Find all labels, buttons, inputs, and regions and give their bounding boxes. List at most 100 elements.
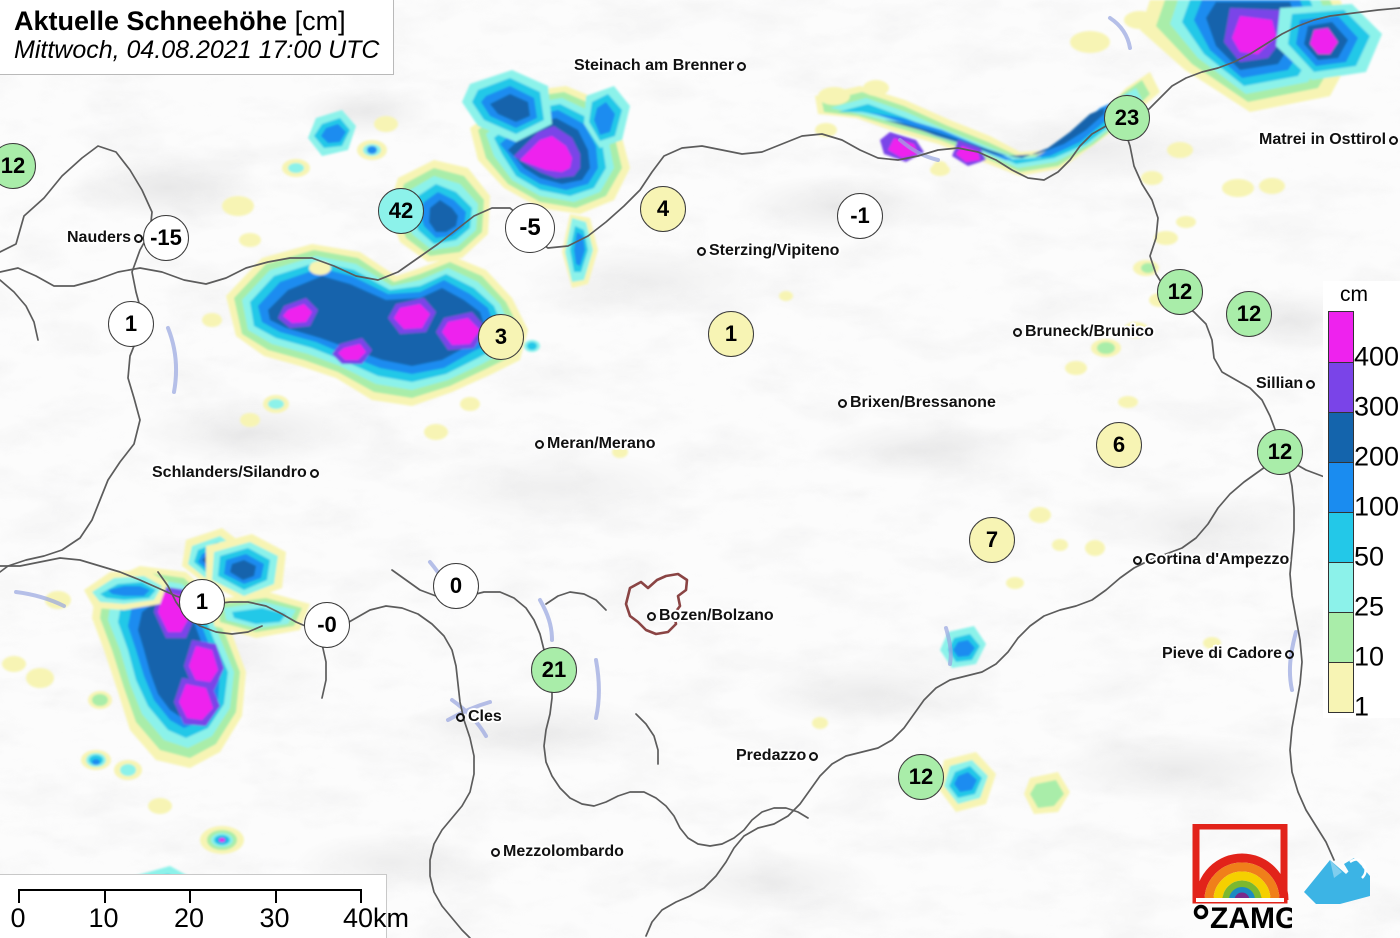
- city-marker-icon: [491, 847, 500, 857]
- station-value: 6: [1112, 432, 1126, 457]
- station-marker[interactable]: -15: [143, 215, 189, 261]
- colorbar-band: [1329, 562, 1353, 612]
- station-marker[interactable]: -1: [837, 193, 883, 239]
- colorbar-tick-label: 400: [1354, 341, 1400, 372]
- station-value: -1: [850, 203, 870, 228]
- station-value: 12: [908, 764, 934, 789]
- city-label: Cles: [456, 708, 502, 726]
- station-marker[interactable]: 4: [640, 186, 686, 232]
- city-name: Bozen/Bolzano: [659, 607, 774, 624]
- city-label: Mezzolombardo: [491, 843, 624, 861]
- station-value: 12: [1236, 301, 1262, 326]
- city-name: Cortina d'Ampezzo: [1145, 551, 1290, 568]
- station-value: 4: [656, 196, 670, 221]
- colorbar-band: [1329, 512, 1353, 562]
- station-marker[interactable]: 3: [478, 314, 524, 360]
- colorbar-legend: cm 400 300 200 100 50 25 10 1: [1323, 281, 1400, 722]
- scale-bar-label: 10: [88, 903, 119, 933]
- city-name: Nauders: [67, 229, 132, 246]
- city-marker-icon: [1389, 135, 1399, 145]
- scale-bar-label: 30: [259, 903, 290, 933]
- city-marker-icon: [647, 611, 656, 621]
- city-label: Schlanders/Silandro: [152, 464, 319, 482]
- station-marker[interactable]: -5: [505, 203, 555, 253]
- scale-bar-label: 0: [10, 903, 26, 933]
- station-marker[interactable]: 1: [708, 311, 754, 357]
- city-label: Cortina d'Ampezzo: [1133, 551, 1289, 569]
- colorbar-band: [1329, 312, 1353, 362]
- scale-bar-tick: [189, 889, 191, 903]
- geosphere-arrow-logo: [1300, 848, 1376, 910]
- city-name: Cles: [468, 708, 502, 725]
- city-label: Pieve di Cadore: [1162, 645, 1295, 663]
- station-value: 1: [124, 311, 138, 336]
- station-marker[interactable]: 12: [0, 143, 36, 189]
- station-value: 0: [449, 573, 463, 598]
- city-label: Sillian: [1256, 375, 1316, 393]
- city-marker-icon: [1306, 379, 1316, 389]
- station-marker[interactable]: 1: [179, 579, 225, 625]
- city-label: Brixen/Bressanone: [838, 394, 996, 412]
- scale-bar-tick: [360, 889, 362, 903]
- colorbar-tick-label: 50: [1354, 541, 1385, 572]
- colorbar-band: [1329, 612, 1353, 662]
- station-marker[interactable]: 7: [969, 517, 1015, 563]
- station-marker[interactable]: 23: [1104, 95, 1150, 141]
- city-name: Sterzing/Vipiteno: [709, 242, 840, 259]
- station-marker[interactable]: 12: [1157, 269, 1203, 315]
- station-marker[interactable]: -0: [304, 602, 350, 648]
- city-label: Matrei in Osttirol: [1259, 131, 1399, 149]
- city-marker-icon: [1133, 555, 1142, 565]
- station-value: 42: [388, 198, 414, 223]
- station-marker[interactable]: 6: [1096, 422, 1142, 468]
- colorbar-band: [1329, 362, 1353, 412]
- city-label: Nauders: [67, 229, 144, 247]
- city-marker-icon: [309, 468, 319, 478]
- title-box: Aktuelle Schneehöhe [cm] Mittwoch, 04.08…: [0, 0, 395, 75]
- svg-text:ZAMG: ZAMG: [1210, 902, 1292, 932]
- station-marker[interactable]: 12: [898, 754, 944, 800]
- city-marker-icon: [838, 398, 847, 408]
- station-marker[interactable]: 12: [1257, 429, 1303, 475]
- city-name: Pieve di Cadore: [1162, 645, 1283, 662]
- station-value: 3: [494, 324, 508, 349]
- zamg-logo: ZAMG: [1192, 822, 1298, 935]
- scale-bar: 0 10 20 30 40km: [0, 874, 409, 938]
- colorbar-tick-label: 200: [1354, 441, 1400, 472]
- station-marker[interactable]: 42: [378, 188, 424, 234]
- city-marker-icon: [1285, 649, 1295, 659]
- page-title: Aktuelle Schneehöhe [cm]: [14, 6, 379, 36]
- colorbar-unit-label: cm: [1340, 283, 1368, 306]
- scale-bar-label: 40km: [342, 903, 410, 933]
- city-marker-icon: [456, 712, 465, 722]
- station-value: 1: [724, 321, 738, 346]
- station-value: -0: [317, 612, 337, 637]
- title-main-text: Aktuelle Schneehöhe: [14, 6, 288, 36]
- station-marker[interactable]: 1: [108, 301, 154, 347]
- station-value: 12: [0, 153, 26, 178]
- station-value: -15: [150, 225, 182, 250]
- city-marker-icon: [134, 233, 144, 243]
- city-name: Meran/Merano: [547, 435, 656, 452]
- station-value: -5: [519, 214, 541, 241]
- scale-bar-label: 20: [173, 903, 205, 933]
- city-marker-icon: [809, 751, 819, 761]
- station-marker[interactable]: 0: [433, 563, 479, 609]
- station-value: 1: [195, 589, 209, 614]
- colorbar-tick-label: 25: [1354, 591, 1385, 622]
- city-label: Steinach am Brenner: [574, 57, 747, 75]
- scale-bar-rule: [18, 889, 362, 903]
- city-name: Matrei in Osttirol: [1259, 131, 1387, 148]
- scale-bar-tick: [18, 889, 20, 903]
- city-marker-icon: [535, 439, 544, 449]
- station-marker[interactable]: 21: [531, 647, 577, 693]
- colorbar-band: [1329, 462, 1353, 512]
- city-name: Mezzolombardo: [503, 843, 624, 860]
- scale-bar-tick: [103, 889, 106, 903]
- station-marker[interactable]: 12: [1226, 291, 1272, 337]
- colorbar-strip: [1328, 311, 1354, 713]
- colorbar-band: [1329, 662, 1353, 712]
- city-label: Predazzo: [736, 747, 819, 765]
- colorbar-tick-label: 1: [1354, 691, 1370, 722]
